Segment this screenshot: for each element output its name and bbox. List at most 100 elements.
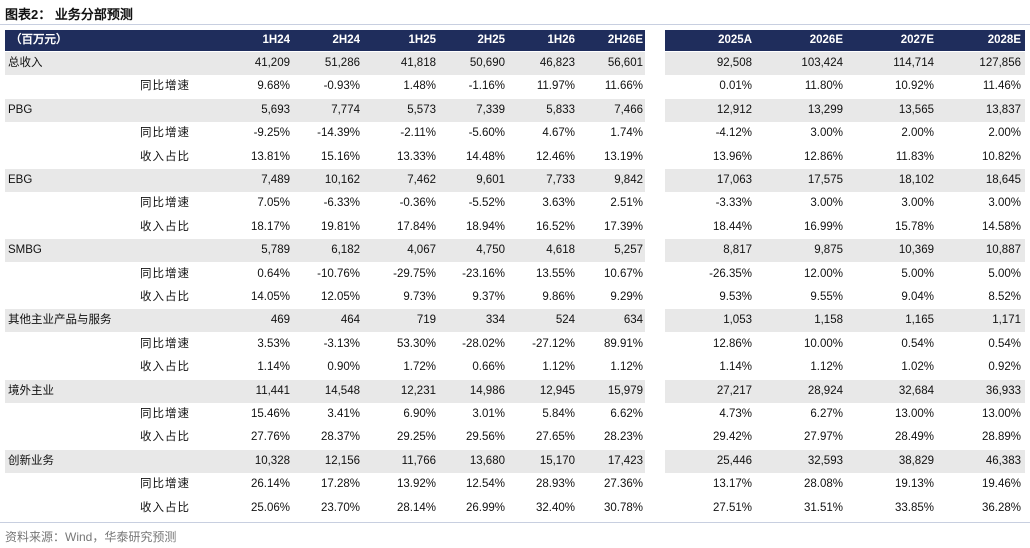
table-cell: 3.53% bbox=[257, 337, 290, 350]
table-cell: 12.00% bbox=[803, 267, 843, 280]
table-cell: 1.12% bbox=[610, 361, 643, 374]
table-cell: 36.28% bbox=[981, 501, 1021, 514]
table-cell: 719 bbox=[416, 314, 436, 327]
table-cell: 8.52% bbox=[988, 291, 1021, 303]
row-sublabel: 同比增速 bbox=[140, 478, 190, 491]
table-cell: 31.51% bbox=[803, 501, 843, 514]
table-cell: 19.46% bbox=[981, 478, 1021, 491]
table-cell: 92,508 bbox=[716, 57, 752, 69]
table-cell: -5.60% bbox=[468, 127, 505, 140]
table-cell: 103,424 bbox=[801, 57, 843, 69]
table-cell: 28.49% bbox=[894, 431, 934, 444]
header-bar bbox=[5, 30, 645, 51]
table-cell: 3.00% bbox=[901, 197, 934, 210]
table-cell: 2.00% bbox=[901, 127, 934, 140]
table-cell: 29.42% bbox=[712, 431, 752, 444]
table-cell: 56,601 bbox=[607, 57, 643, 69]
table-cell: 25.06% bbox=[250, 501, 290, 514]
table-cell: -0.93% bbox=[323, 80, 360, 93]
table-cell: 12.46% bbox=[535, 150, 575, 163]
table-cell: 28.23% bbox=[603, 431, 643, 444]
table-cell: 469 bbox=[270, 314, 290, 327]
table-cell: 1,165 bbox=[905, 314, 934, 327]
table-cell: 27.76% bbox=[250, 431, 290, 444]
table-cell: -10.76% bbox=[317, 267, 360, 280]
table-cell: 13,565 bbox=[898, 103, 934, 116]
table-cell: 8,817 bbox=[723, 244, 752, 257]
table-cell: 36,933 bbox=[985, 384, 1021, 397]
table-cell: 41,209 bbox=[254, 57, 290, 69]
table-cell: 6.90% bbox=[403, 408, 436, 420]
divider bbox=[0, 522, 1030, 523]
table-cell: 23.70% bbox=[320, 501, 360, 514]
table-cell: 27.97% bbox=[803, 431, 843, 444]
table-cell: 11.83% bbox=[895, 150, 934, 163]
table-cell: -14.39% bbox=[317, 127, 360, 140]
row-sublabel: 同比增速 bbox=[140, 267, 190, 280]
column-header: 2025A bbox=[718, 34, 752, 46]
table-cell: 13,837 bbox=[985, 103, 1021, 116]
table-cell: 14.58% bbox=[981, 220, 1021, 233]
table-cell: -23.16% bbox=[462, 267, 505, 280]
table-cell: 3.00% bbox=[988, 197, 1021, 210]
table-cell: 12.86% bbox=[803, 150, 843, 163]
table-cell: 13.96% bbox=[712, 150, 752, 163]
table-cell: 1.02% bbox=[901, 361, 934, 374]
table-cell: 12,231 bbox=[400, 384, 436, 397]
table-cell: -5.52% bbox=[468, 197, 505, 210]
table-cell: 10.92% bbox=[894, 80, 934, 93]
table-cell: 27.51% bbox=[712, 501, 752, 514]
table-cell: 9.73% bbox=[403, 291, 436, 303]
table-cell: -2.11% bbox=[400, 127, 436, 140]
table-cell: -3.33% bbox=[715, 197, 752, 210]
table-cell: 7,462 bbox=[407, 174, 436, 186]
table-cell: 11,766 bbox=[401, 454, 436, 467]
row-label: 境外主业 bbox=[8, 384, 54, 397]
table-cell: -6.33% bbox=[323, 197, 360, 210]
table-cell: 10.82% bbox=[981, 150, 1021, 163]
table-cell: 3.00% bbox=[810, 197, 843, 210]
row-label: EBG bbox=[8, 174, 33, 186]
row-sublabel: 收入占比 bbox=[140, 501, 190, 514]
table-cell: 13.81% bbox=[250, 150, 290, 163]
table-cell: 9,875 bbox=[814, 244, 843, 257]
table-cell: 13.33% bbox=[396, 150, 436, 163]
table-cell: 1,158 bbox=[814, 314, 843, 327]
row-label: 总收入 bbox=[8, 57, 43, 69]
column-header: 2027E bbox=[900, 34, 934, 46]
table-cell: 1,053 bbox=[723, 314, 752, 327]
table-cell: 5,693 bbox=[261, 103, 290, 116]
table-cell: 0.92% bbox=[988, 361, 1021, 374]
table-cell: 17,063 bbox=[716, 174, 752, 186]
table-cell: 11,441 bbox=[255, 384, 290, 397]
table-cell: -29.75% bbox=[393, 267, 436, 280]
table-cell: 9.55% bbox=[810, 291, 843, 303]
table-cell: 2.51% bbox=[610, 197, 643, 210]
table-cell: 15,170 bbox=[539, 454, 575, 467]
table-cell: 10,887 bbox=[985, 244, 1021, 257]
table-cell: -4.12% bbox=[715, 127, 752, 140]
row-shade bbox=[665, 169, 1025, 192]
table-cell: 30.78% bbox=[603, 501, 643, 514]
table-cell: 18,645 bbox=[985, 174, 1021, 186]
table-cell: 9.53% bbox=[719, 291, 752, 303]
table-cell: 12,945 bbox=[539, 384, 575, 397]
table-cell: 7,339 bbox=[476, 103, 505, 116]
table-cell: 9,601 bbox=[476, 174, 505, 186]
row-shade bbox=[5, 52, 645, 75]
table-cell: 28.37% bbox=[320, 431, 360, 444]
row-shade bbox=[665, 309, 1025, 333]
table-cell: 6.62% bbox=[610, 408, 643, 420]
table-cell: 1.72% bbox=[403, 361, 436, 374]
table-cell: 14.48% bbox=[465, 150, 505, 163]
table-cell: 1.12% bbox=[542, 361, 575, 374]
table-cell: 13,299 bbox=[807, 103, 843, 116]
table-cell: 17.84% bbox=[396, 220, 436, 233]
table-cell: 7,774 bbox=[331, 103, 360, 116]
row-shade bbox=[5, 309, 645, 333]
table-cell: 12,912 bbox=[716, 103, 752, 116]
table-cell: 0.64% bbox=[257, 267, 290, 280]
table-cell: 14,986 bbox=[469, 384, 505, 397]
table-cell: 17.39% bbox=[603, 220, 643, 233]
row-shade bbox=[665, 239, 1025, 263]
